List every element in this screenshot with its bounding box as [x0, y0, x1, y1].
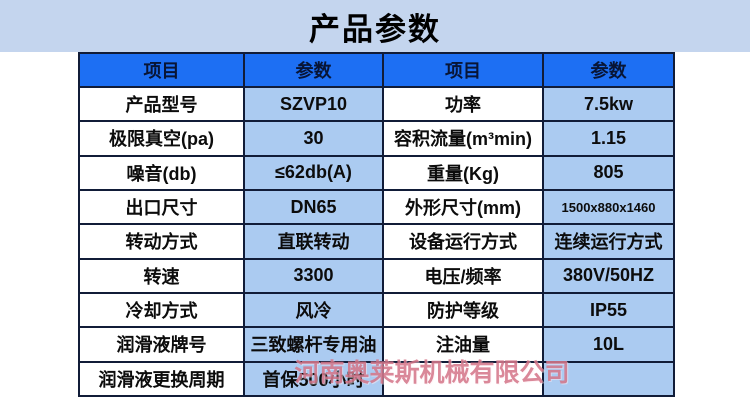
table-row: 极限真空(pa) 30 容积流量(m³min) 1.15 [78, 120, 675, 157]
table-row: 噪音(db) ≤62db(A) 重量(Kg) 805 [78, 154, 675, 191]
spec-label-cell: 注油量 [382, 326, 544, 363]
spec-value-cell: IP55 [542, 291, 675, 329]
spec-label-cell: 转动方式 [78, 223, 245, 260]
spec-value-cell [542, 360, 675, 398]
table-row: 转速 3300 电压/频率 380V/50HZ [78, 257, 675, 294]
spec-label-cell: 润滑液更换周期 [78, 360, 245, 398]
spec-label-cell: 防护等级 [382, 291, 544, 329]
spec-label-cell: 产品型号 [78, 85, 245, 123]
spec-label-cell: 重量(Kg) [382, 154, 544, 191]
spec-label-cell: 外形尺寸(mm) [382, 188, 544, 226]
column-header-param-1: 参数 [243, 52, 384, 88]
spec-value-cell: 首保500小时 [243, 360, 384, 398]
spec-label-cell: 电压/频率 [382, 257, 544, 294]
table-row: 润滑液牌号 三致螺杆专用油 注油量 10L [78, 326, 675, 363]
spec-label-cell: 功率 [382, 85, 544, 123]
spec-label-cell: 冷却方式 [78, 291, 245, 329]
spec-label-cell: 设备运行方式 [382, 223, 544, 260]
table-row: 转动方式 直联转动 设备运行方式 连续运行方式 [78, 223, 675, 260]
spec-table: 项目 参数 项目 参数 产品型号 SZVP10 功率 7.5kw 极限真空(pa… [78, 52, 675, 398]
spec-value-cell: 直联转动 [243, 223, 384, 260]
spec-value-cell: 10L [542, 326, 675, 363]
spec-label-cell: 润滑液牌号 [78, 326, 245, 363]
spec-value-cell: 1500x880x1460 [542, 188, 675, 226]
spec-label-cell: 噪音(db) [78, 154, 245, 191]
spec-value-cell: ≤62db(A) [243, 154, 384, 191]
column-header-item-2: 项目 [382, 52, 544, 88]
spec-value-cell: 连续运行方式 [542, 223, 675, 260]
spec-value-cell: 1.15 [542, 120, 675, 157]
spec-value-cell: 380V/50HZ [542, 257, 675, 294]
spec-label-cell: 极限真空(pa) [78, 120, 245, 157]
spec-value-cell: 805 [542, 154, 675, 191]
spec-label-cell: 容积流量(m³min) [382, 120, 544, 157]
column-header-param-2: 参数 [542, 52, 675, 88]
table-row: 产品型号 SZVP10 功率 7.5kw [78, 85, 675, 123]
table-row: 出口尺寸 DN65 外形尺寸(mm) 1500x880x1460 [78, 188, 675, 226]
spec-value-cell: DN65 [243, 188, 384, 226]
spec-value-cell: 风冷 [243, 291, 384, 329]
spec-value-cell: 3300 [243, 257, 384, 294]
title-banner: 产品参数 [0, 0, 750, 52]
spec-value-cell: 30 [243, 120, 384, 157]
spec-label-cell: 转速 [78, 257, 245, 294]
spec-label-cell [382, 360, 544, 398]
spec-value-cell: 7.5kw [542, 85, 675, 123]
table-row: 润滑液更换周期 首保500小时 [78, 360, 675, 398]
column-header-item-1: 项目 [78, 52, 245, 88]
table-row: 冷却方式 风冷 防护等级 IP55 [78, 291, 675, 329]
spec-value-cell: SZVP10 [243, 85, 384, 123]
spec-value-cell: 三致螺杆专用油 [243, 326, 384, 363]
page-title: 产品参数 [309, 11, 441, 47]
header-row: 项目 参数 项目 参数 [78, 52, 675, 88]
spec-label-cell: 出口尺寸 [78, 188, 245, 226]
